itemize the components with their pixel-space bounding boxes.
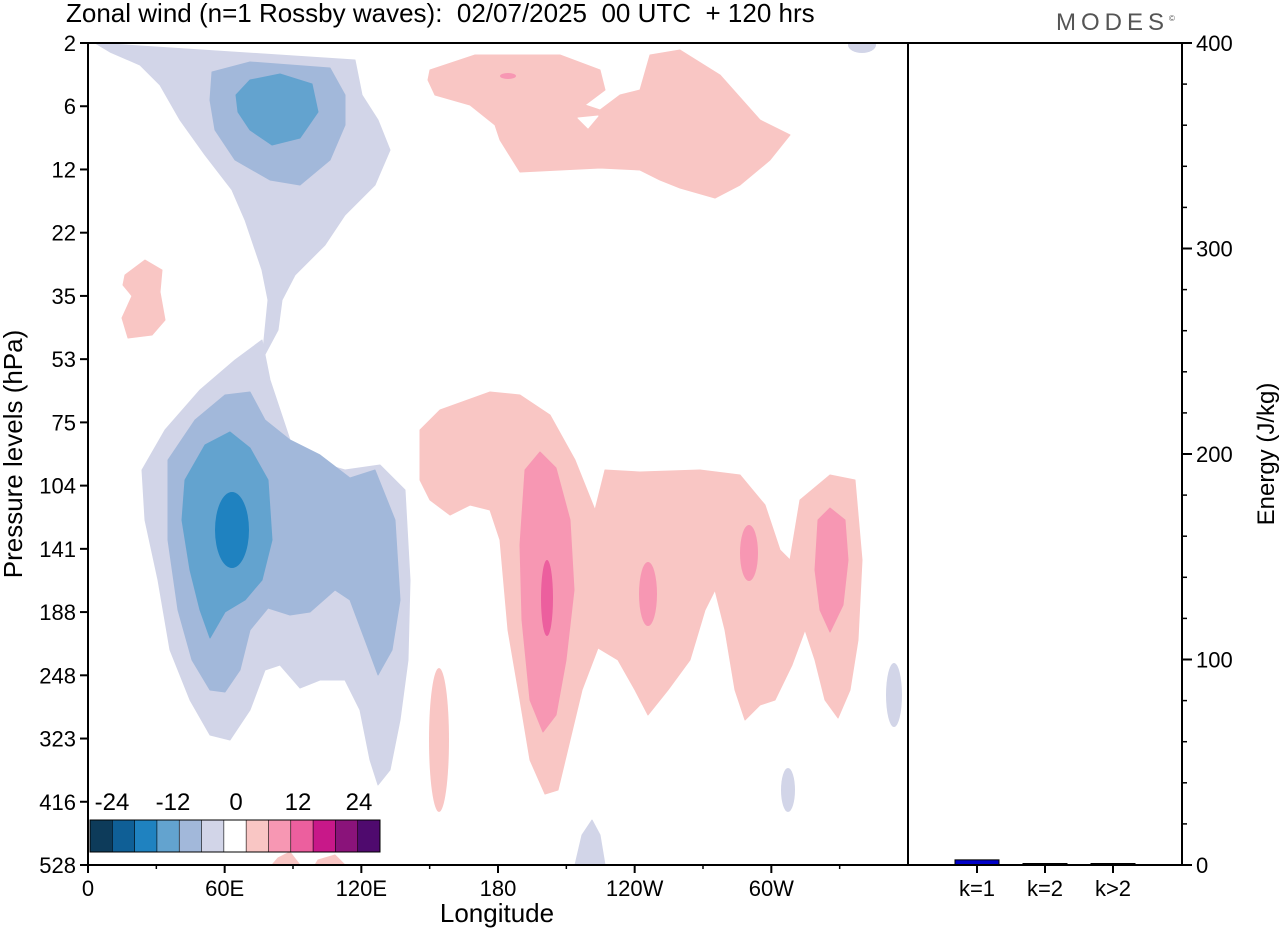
y-tick-label: 188 (39, 600, 76, 625)
energy-tick-label: 0 (1196, 853, 1208, 878)
y-tick-label: 416 (39, 790, 76, 815)
bar-category-label: k=1 (959, 876, 995, 901)
wind-region (429, 668, 449, 812)
colorbar-label: 0 (229, 789, 242, 816)
colorbar-swatch (313, 820, 336, 852)
colorbar-swatch (134, 820, 158, 852)
colorbar-label: -24 (95, 789, 130, 816)
y-tick-label: 248 (39, 663, 76, 688)
colorbar-label: -12 (156, 789, 191, 816)
colorbar-swatch (90, 820, 113, 852)
colorbar-swatch (201, 820, 225, 852)
chart-title: Zonal wind (n=1 Rossby waves): 02/07/202… (66, 0, 815, 28)
wind-region (848, 43, 876, 53)
wind-region (271, 851, 301, 865)
logo-mark: © (1169, 14, 1175, 23)
colorbar-swatch (246, 820, 269, 852)
wind-region (500, 73, 516, 79)
y-tick-label: 2 (64, 31, 76, 56)
y-tick-label: 104 (39, 474, 76, 499)
wind-region (314, 854, 346, 865)
wind-contours (94, 43, 902, 865)
colorbar-swatch (179, 820, 203, 852)
y-tick-label: 323 (39, 727, 76, 752)
colorbar-labels: -24 -12 0 12 24 (95, 789, 373, 816)
wind-region (740, 525, 758, 581)
bar-category-label: k=2 (1027, 876, 1063, 901)
bar-category-label: k>2 (1095, 876, 1131, 901)
colorbar-frame (89, 819, 381, 853)
colorbar (89, 819, 381, 853)
wind-region (235, 73, 319, 146)
colorbar-swatch (290, 820, 314, 852)
x-tick-label: 120E (336, 876, 387, 901)
energy-axis-label: Energy (J/kg) (1253, 383, 1280, 526)
y-tick-label: 22 (52, 221, 76, 246)
colorbar-swatch (268, 820, 292, 852)
y-tick-label: 75 (52, 410, 76, 435)
colorbar-label: 24 (346, 789, 373, 816)
colorbar-swatch (335, 820, 359, 852)
colorbar-swatch (112, 820, 136, 852)
x-tick-label: 120W (606, 876, 664, 901)
colorbar-swatch (357, 820, 381, 852)
wind-region (639, 562, 657, 626)
wind-region (781, 768, 795, 812)
wind-region (121, 259, 166, 339)
y-tick-label: 35 (52, 284, 76, 309)
energy-tick-label: 300 (1196, 237, 1233, 262)
energy-tick-label: 200 (1196, 442, 1233, 467)
wind-region (427, 49, 791, 199)
wind-region (541, 560, 553, 636)
y-axis-label: Pressure levels (hPa) (0, 330, 28, 579)
colorbar-swatch (223, 820, 247, 852)
colorbar-swatch (156, 820, 180, 852)
y-tick-label: 141 (39, 537, 76, 562)
y-tick-label: 12 (52, 157, 76, 182)
y-tick-label: 528 (39, 853, 76, 878)
wind-region (886, 663, 902, 727)
logo-text: MODES (1056, 9, 1170, 36)
wind-gap (577, 115, 599, 129)
y-tick-label: 6 (64, 94, 76, 119)
colorbar-label: 12 (285, 789, 312, 816)
wind-region (814, 507, 849, 633)
x-axis-label: Longitude (440, 898, 554, 928)
wind-region (574, 819, 606, 865)
modes-logo: MODES© (1056, 9, 1175, 37)
x-tick-label: 180 (480, 876, 517, 901)
x-tick-label: 60W (749, 876, 794, 901)
energy-tick-label: 400 (1196, 31, 1233, 56)
x-tick-label: 60E (205, 876, 244, 901)
y-tick-label: 53 (52, 347, 76, 372)
energy-tick-label: 100 (1196, 648, 1233, 673)
x-tick-label: 0 (82, 876, 94, 901)
wind-region (215, 492, 249, 568)
